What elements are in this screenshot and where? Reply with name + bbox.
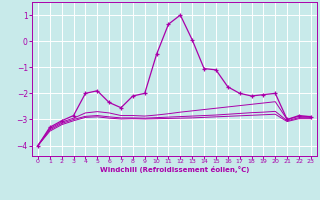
X-axis label: Windchill (Refroidissement éolien,°C): Windchill (Refroidissement éolien,°C) xyxy=(100,166,249,173)
